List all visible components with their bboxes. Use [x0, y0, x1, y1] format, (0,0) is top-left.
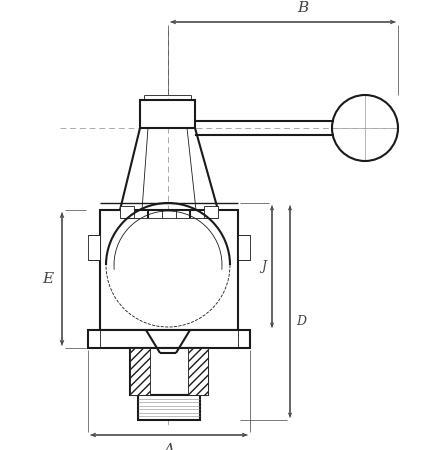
Text: J: J: [261, 260, 266, 273]
Bar: [204, 206, 218, 218]
Bar: [130, 348, 208, 395]
Text: D: D: [296, 315, 306, 328]
Bar: [88, 235, 100, 260]
Bar: [120, 206, 134, 218]
Bar: [238, 235, 250, 260]
Bar: [138, 395, 200, 420]
Text: A: A: [163, 443, 174, 450]
Text: B: B: [297, 1, 309, 15]
Bar: [130, 348, 150, 395]
Bar: [188, 348, 208, 395]
Bar: [100, 210, 238, 330]
Bar: [88, 330, 250, 348]
Bar: [140, 100, 195, 128]
Text: E: E: [42, 272, 53, 286]
